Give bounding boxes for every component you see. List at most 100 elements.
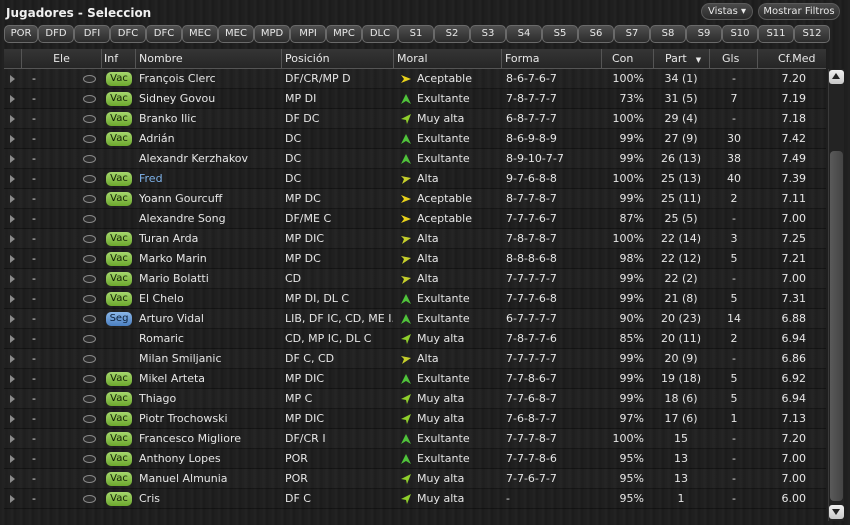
tab-mpc[interactable]: MPC (326, 25, 362, 43)
expand-row-icon[interactable] (10, 275, 15, 283)
expand-row-icon[interactable] (10, 135, 15, 143)
player-name[interactable]: Alexandre Song (139, 212, 226, 225)
expand-row-icon[interactable] (10, 295, 15, 303)
table-row[interactable]: - Vac François Clerc DF/CR/MP D Aceptable 8-6… (4, 69, 826, 89)
player-name[interactable]: Adrián (139, 132, 175, 145)
tab-dfc[interactable]: DFC (146, 25, 182, 43)
player-name[interactable]: Mario Bolatti (139, 272, 209, 285)
tab-s3[interactable]: S3 (470, 25, 506, 43)
tab-s10[interactable]: S10 (722, 25, 758, 43)
player-name[interactable]: Anthony Lopes (139, 452, 221, 465)
tab-mpi[interactable]: MPI (290, 25, 326, 43)
expand-row-icon[interactable] (10, 355, 15, 363)
expand-row-icon[interactable] (10, 75, 15, 83)
tab-s2[interactable]: S2 (434, 25, 470, 43)
table-row[interactable]: - Milan Smiljanic DF C, CD Alta 7-7-7-7-7 99%… (4, 349, 826, 369)
tab-s6[interactable]: S6 (578, 25, 614, 43)
player-name[interactable]: Milan Smiljanic (139, 352, 222, 365)
tab-dfc[interactable]: DFC (110, 25, 146, 43)
col-moral[interactable]: Moral (394, 49, 502, 69)
show-filters-button[interactable]: Mostrar Filtros (758, 3, 840, 20)
scroll-up-button[interactable] (829, 70, 844, 84)
tab-s11[interactable]: S11 (758, 25, 794, 43)
table-row[interactable]: - Vac El Chelo MP DI, DL C Exultante 7-7-7-6-… (4, 289, 826, 309)
tab-s8[interactable]: S8 (650, 25, 686, 43)
player-name[interactable]: Thiago (139, 392, 177, 405)
player-name[interactable]: Sidney Govou (139, 92, 216, 105)
table-row[interactable]: - Vac Fred DC Alta 9-7-6-8-8 100% 25 (13) 40 7.39 (4, 169, 826, 189)
player-name[interactable]: Romaric (139, 332, 184, 345)
col-posicion[interactable]: Posición (282, 49, 394, 69)
col-nombre[interactable]: Nombre (136, 49, 282, 69)
expand-row-icon[interactable] (10, 415, 15, 423)
table-row[interactable]: - Vac Marko Marin MP DC Alta 8-8-8-6-8 98% 22 (… (4, 249, 826, 269)
player-name[interactable]: Francesco Migliore (139, 432, 242, 445)
tab-dfi[interactable]: DFI (74, 25, 110, 43)
tab-s7[interactable]: S7 (614, 25, 650, 43)
tab-mec[interactable]: MEC (218, 25, 254, 43)
expand-row-icon[interactable] (10, 115, 15, 123)
player-name[interactable]: Arturo Vidal (139, 312, 204, 325)
table-row[interactable]: - Vac Mario Bolatti CD Alta 7-7-7-7-7 99% 22 (2… (4, 269, 826, 289)
views-dropdown-button[interactable]: Vistas ▾ (701, 3, 753, 20)
player-name[interactable]: François Clerc (139, 72, 216, 85)
player-name[interactable]: El Chelo (139, 292, 184, 305)
table-row[interactable]: - Vac Piotr Trochowski MP DIC Muy alta 7-6-8-… (4, 409, 826, 429)
col-gls[interactable]: Gls (710, 49, 758, 69)
expand-row-icon[interactable] (10, 455, 15, 463)
player-name[interactable]: Alexandr Kerzhakov (139, 152, 249, 165)
tab-por[interactable]: POR (4, 25, 38, 43)
player-name[interactable]: Yoann Gourcuff (139, 192, 223, 205)
table-row[interactable]: - Vac Adrián DC Exultante 8-6-9-8-9 99% 27 (9) 3… (4, 129, 826, 149)
expand-row-icon[interactable] (10, 335, 15, 343)
col-ele[interactable]: Ele (22, 49, 102, 69)
expand-row-icon[interactable] (10, 375, 15, 383)
col-inf[interactable]: Inf (102, 49, 136, 69)
col-part[interactable]: Part ▼ (654, 49, 710, 69)
scroll-thumb[interactable] (830, 151, 843, 501)
player-name[interactable]: Marko Marin (139, 252, 207, 265)
expand-row-icon[interactable] (10, 95, 15, 103)
table-row[interactable]: - Seg Arturo Vidal LIB, DF IC, CD, ME I... E… (4, 309, 826, 329)
vertical-scrollbar[interactable] (828, 69, 844, 521)
player-name[interactable]: Branko Ilic (139, 112, 197, 125)
tab-mec[interactable]: MEC (182, 25, 218, 43)
expand-row-icon[interactable] (10, 395, 15, 403)
expand-row-icon[interactable] (10, 435, 15, 443)
table-row[interactable]: - Vac Cris DF C Muy alta - 95% 1 - 6.00 (4, 489, 826, 509)
player-name[interactable]: Fred (139, 172, 163, 185)
scroll-down-button[interactable] (829, 505, 844, 519)
expand-row-icon[interactable] (10, 215, 15, 223)
table-row[interactable]: - Vac Mikel Arteta MP DIC Exultante 7-7-8-6-7… (4, 369, 826, 389)
tab-mpd[interactable]: MPD (254, 25, 290, 43)
player-name[interactable]: Turan Arda (139, 232, 199, 245)
table-row[interactable]: - Vac Anthony Lopes POR Exultante 7-7-7-8-6 95… (4, 449, 826, 469)
table-row[interactable]: - Vac Manuel Almunia POR Muy alta 7-7-6-7-7 95… (4, 469, 826, 489)
expand-row-icon[interactable] (10, 155, 15, 163)
tab-s5[interactable]: S5 (542, 25, 578, 43)
expand-row-icon[interactable] (10, 175, 15, 183)
expand-row-icon[interactable] (10, 255, 15, 263)
table-row[interactable]: - Romaric CD, MP IC, DL C Muy alta 7-8-7-7-6… (4, 329, 826, 349)
expand-row-icon[interactable] (10, 195, 15, 203)
table-row[interactable]: - Vac Francesco Migliore DF/CR I Exultante 7-… (4, 429, 826, 449)
table-row[interactable]: - Vac Branko Ilic DF DC Muy alta 6-8-7-7-7 100… (4, 109, 826, 129)
player-name[interactable]: Cris (139, 492, 160, 505)
player-name[interactable]: Mikel Arteta (139, 372, 206, 385)
tab-dlc[interactable]: DLC (362, 25, 398, 43)
expand-row-icon[interactable] (10, 495, 15, 503)
expand-row-icon[interactable] (10, 235, 15, 243)
table-row[interactable]: - Alexandre Song DF/ME C Aceptable 7-7-7-6-7… (4, 209, 826, 229)
table-row[interactable]: - Vac Turan Arda MP DIC Alta 7-8-7-8-7 100% 22 … (4, 229, 826, 249)
col-forma[interactable]: Forma (502, 49, 602, 69)
tab-s4[interactable]: S4 (506, 25, 542, 43)
tab-s1[interactable]: S1 (398, 25, 434, 43)
player-name[interactable]: Manuel Almunia (139, 472, 228, 485)
col-con[interactable]: Con (602, 49, 654, 69)
tab-dfd[interactable]: DFD (38, 25, 74, 43)
expand-row-icon[interactable] (10, 315, 15, 323)
table-row[interactable]: - Alexandr Kerzhakov DC Exultante 8-9-10-7-7… (4, 149, 826, 169)
tab-s9[interactable]: S9 (686, 25, 722, 43)
player-name[interactable]: Piotr Trochowski (139, 412, 228, 425)
col-cfmed[interactable]: Cf.Med (778, 52, 816, 65)
